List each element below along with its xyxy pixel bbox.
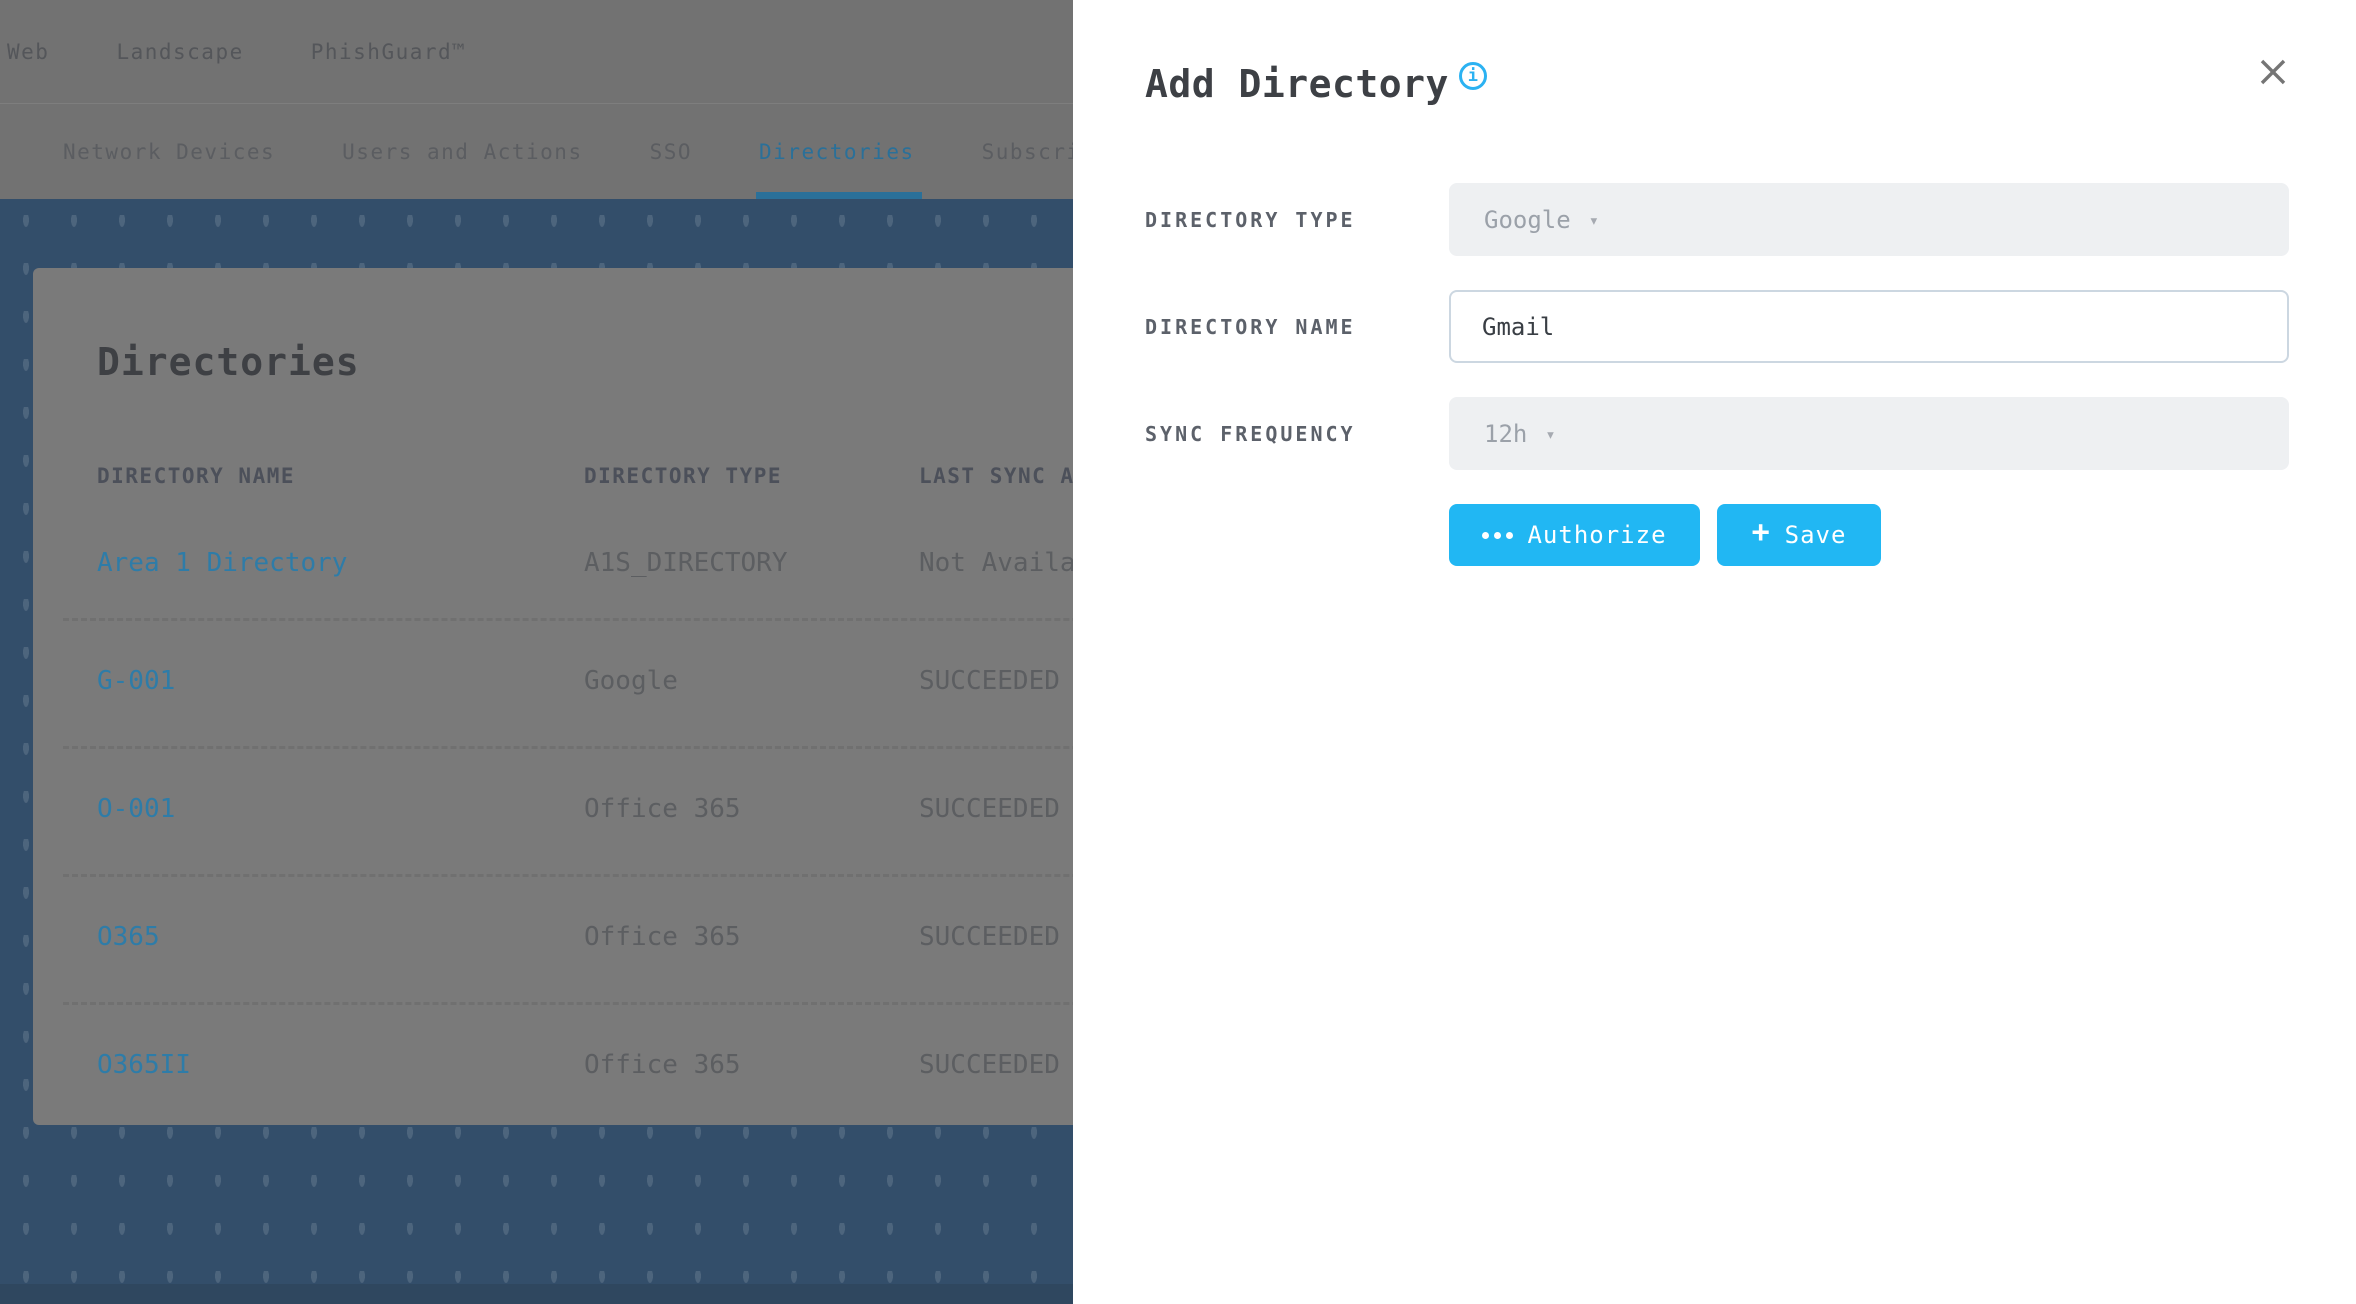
directory-name-row: DIRECTORY NAME (1145, 290, 2289, 363)
nav-item-landscape[interactable]: Landscape (116, 39, 244, 64)
last-sync-cell: SUCCEEDED (919, 1050, 1060, 1080)
authorize-button[interactable]: Authorize (1449, 504, 1700, 566)
header-directory-type: DIRECTORY TYPE (584, 464, 783, 488)
directory-type-label: DIRECTORY TYPE (1145, 207, 1356, 232)
ellipsis-icon (1482, 531, 1514, 539)
plus-icon: + (1751, 515, 1771, 550)
chevron-down-icon: ▾ (1545, 424, 1556, 445)
table-row: O365 Office 365 SUCCEEDED (33, 921, 2356, 953)
table-row: O365II Office 365 SUCCEEDED (33, 1049, 2356, 1081)
directory-link[interactable]: O365II (97, 1050, 191, 1080)
nav-item-web[interactable]: Web (7, 39, 50, 64)
last-sync-cell: SUCCEEDED (919, 666, 1060, 696)
add-directory-drawer: Add Directory i DIRECTORY TYPE Google ▾ D… (1073, 0, 2356, 1304)
directory-type-cell: Office 365 (584, 1050, 741, 1080)
header-last-sync-at: LAST SYNC AT (919, 464, 1089, 488)
save-button-label: Save (1784, 521, 1847, 549)
directory-type-row: DIRECTORY TYPE Google ▾ (1145, 183, 2289, 256)
directory-type-cell: Office 365 (584, 922, 741, 952)
table-row: G-001 Google SUCCEEDED (33, 665, 2356, 697)
info-icon[interactable]: i (1458, 62, 1487, 90)
close-icon[interactable] (2253, 52, 2293, 92)
directory-type-cell: Office 365 (584, 794, 741, 824)
directory-type-select[interactable]: Google ▾ (1449, 183, 2289, 256)
table-row: O-001 Office 365 SUCCEEDED (33, 793, 2356, 825)
drawer-header: Add Directory i (1145, 62, 1487, 106)
tab-sso[interactable]: SSO (649, 139, 693, 164)
directory-link[interactable]: Area 1 Directory (97, 548, 348, 578)
drawer-actions: Authorize + Save (1449, 504, 1881, 566)
sync-frequency-label: SYNC FREQUENCY (1145, 421, 1356, 446)
sync-frequency-row: SYNC FREQUENCY 12h ▾ (1145, 397, 2289, 470)
directory-name-input[interactable] (1449, 290, 2289, 363)
last-sync-cell: SUCCEEDED (919, 794, 1060, 824)
tab-users-and-actions[interactable]: Users and Actions (342, 139, 583, 164)
drawer-title: Add Directory (1145, 62, 1449, 106)
table-row: Area 1 Directory A1S_DIRECTORY Not Avail… (33, 547, 2356, 579)
directory-type-cell: A1S_DIRECTORY (584, 548, 788, 578)
directory-link[interactable]: O-001 (97, 794, 176, 824)
header-directory-name: DIRECTORY NAME (97, 464, 296, 488)
tab-network-devices[interactable]: Network Devices (63, 139, 276, 164)
save-button[interactable]: + Save (1717, 504, 1881, 566)
directory-type-cell: Google (584, 666, 678, 696)
directory-name-label: DIRECTORY NAME (1145, 314, 1356, 339)
authorize-button-label: Authorize (1527, 521, 1667, 549)
directory-link[interactable]: G-001 (97, 666, 176, 696)
page-title: Directories (97, 340, 360, 384)
sync-frequency-select[interactable]: 12h ▾ (1449, 397, 2289, 470)
directory-link[interactable]: O365 (97, 922, 160, 952)
table-header-row: DIRECTORY NAME DIRECTORY TYPE LAST SYNC … (33, 464, 2356, 490)
chevron-down-icon: ▾ (1588, 210, 1599, 231)
sync-frequency-value: 12h (1484, 419, 1528, 448)
nav-item-phishguard[interactable]: PhishGuard™ (310, 39, 467, 64)
tab-directories[interactable]: Directories (756, 104, 922, 199)
last-sync-cell: SUCCEEDED (919, 922, 1060, 952)
directory-type-value: Google (1484, 205, 1571, 234)
